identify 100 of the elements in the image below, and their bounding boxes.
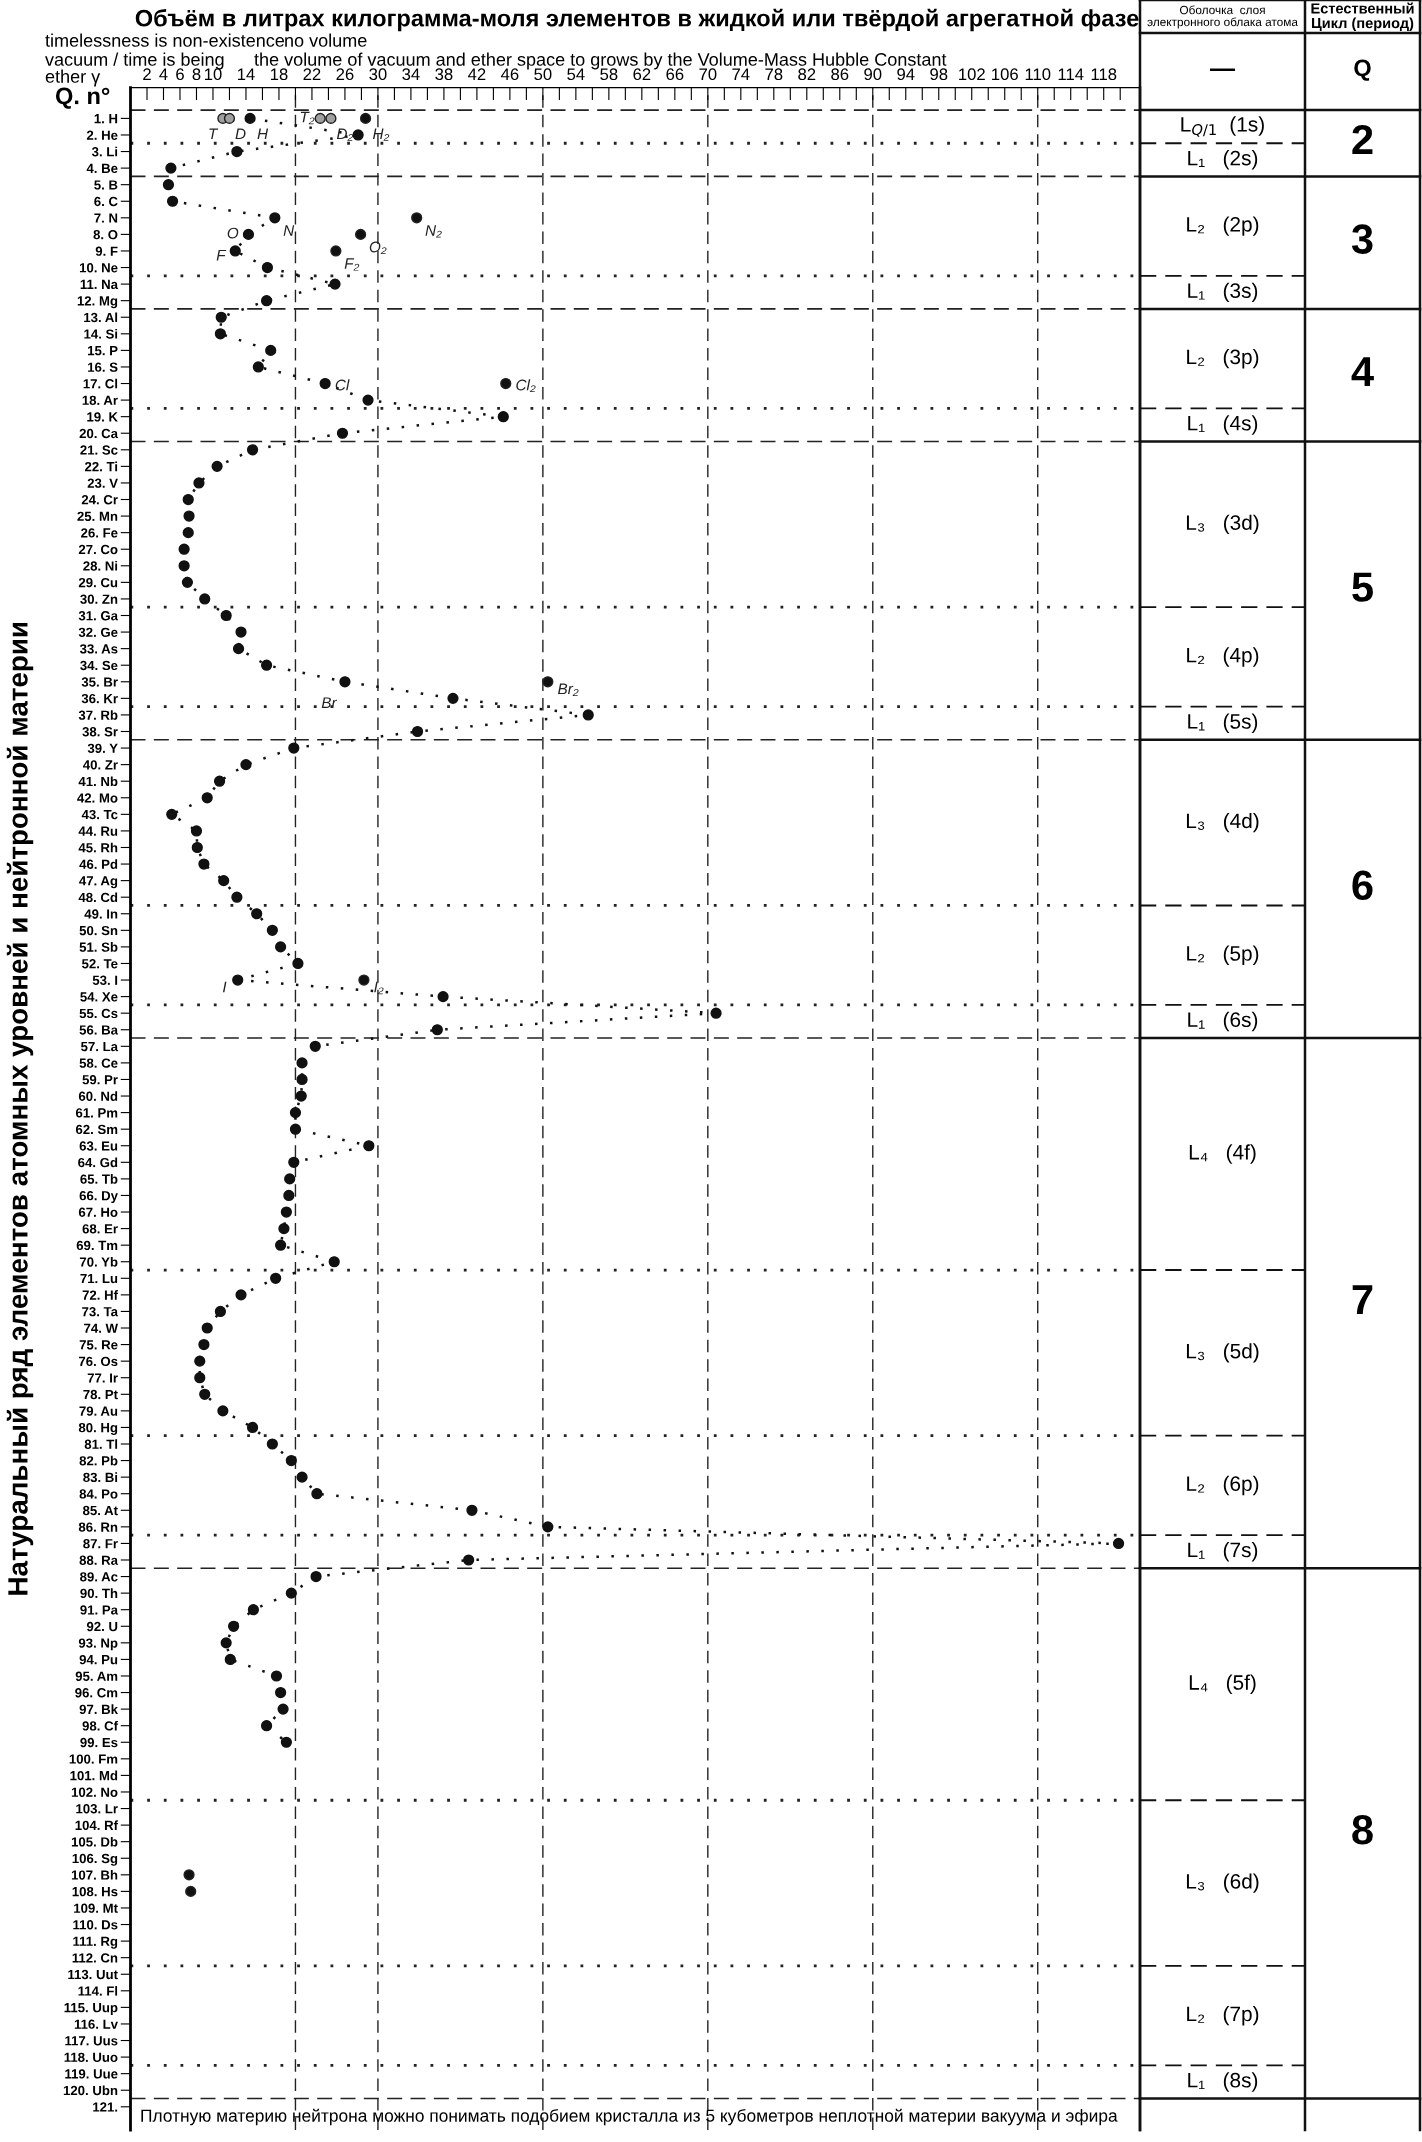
x-tick-label: 62 bbox=[633, 68, 651, 81]
y-tick-label: 86. Rn bbox=[78, 1522, 118, 1532]
annotation: D₂ bbox=[336, 128, 354, 141]
text: no volume bbox=[285, 33, 367, 47]
y-tick-label: 98. Cf bbox=[82, 1720, 119, 1731]
text: L₂ (7p) bbox=[1187, 2005, 1259, 2026]
annotation: F₂ bbox=[344, 258, 360, 271]
y-tick-label: 42. Mo bbox=[77, 793, 118, 803]
text: L₁ (7s) bbox=[1188, 1542, 1258, 1562]
y-tick-label: 77. Ir bbox=[87, 1373, 118, 1383]
point bbox=[185, 1885, 197, 1897]
y-tick-label: 62. Sm bbox=[75, 1124, 118, 1135]
annotation: T bbox=[209, 128, 219, 140]
y-tick-label: 106. Sg bbox=[72, 1853, 118, 1866]
y-tick-label: 3. Li bbox=[91, 146, 118, 157]
y-tick-label: 88. Ra bbox=[79, 1555, 119, 1565]
x-tick-label: 22 bbox=[303, 68, 321, 80]
text: Естественный Цикл (период) bbox=[1311, 2, 1414, 32]
annotation: H₂ bbox=[372, 128, 390, 141]
y-tick-label: 108. Hs bbox=[72, 1886, 118, 1897]
point bbox=[330, 245, 342, 257]
y-tick-label: 52. Te bbox=[81, 959, 118, 969]
y-tick-label: 81. Tl bbox=[84, 1439, 118, 1449]
y-tick-label: 53. I bbox=[92, 975, 118, 985]
y-tick-label: 11. Na bbox=[80, 279, 119, 290]
text: L₂ (3p) bbox=[1187, 348, 1259, 369]
y-tick-label: 79. Au bbox=[79, 1406, 118, 1416]
y-tick-label: 24. Cr bbox=[81, 495, 118, 505]
y-tick-label: 104. Rf bbox=[75, 1820, 119, 1831]
y-tick-label: 83. Bi bbox=[83, 1472, 118, 1483]
annotation: T₂ bbox=[300, 111, 315, 125]
y-tick-label: 74. W bbox=[84, 1323, 118, 1333]
x-tick-label: 82 bbox=[798, 68, 816, 81]
y-tick-label: 120. Ubn bbox=[63, 2085, 118, 2096]
y-tick-label: 60. Nd bbox=[78, 1091, 118, 1101]
y-tick-label: 16. S bbox=[88, 362, 118, 372]
x-tick-label: 34 bbox=[402, 68, 420, 81]
text: timelessness is non-existence bbox=[45, 33, 285, 47]
y-tick-label: 50. Sn bbox=[79, 925, 118, 936]
y-tick-label: 109. Mt bbox=[74, 1903, 118, 1913]
y-tick-label: 97. Bk bbox=[79, 1704, 119, 1715]
chart-title: Объём в литрах килограмма-моля элементов в жидкой или твёрдой агрегатной фазе bbox=[135, 8, 1139, 32]
y-tick-label: 119. Uue bbox=[65, 2069, 118, 2079]
text: L₂ (2p) bbox=[1187, 216, 1259, 236]
point bbox=[542, 676, 554, 688]
y-tick-label: 96. Cm bbox=[75, 1688, 118, 1698]
point bbox=[183, 1869, 195, 1881]
y-tick-label: 40. Zr bbox=[83, 760, 118, 770]
y-tick-label: 43. Tc bbox=[81, 809, 118, 820]
text: L₃ (4d) bbox=[1186, 812, 1259, 833]
y-tick-label: 78. Pt bbox=[83, 1389, 118, 1400]
y-tick-label: 91. Pa bbox=[80, 1605, 119, 1615]
y-tick-label: 102. No bbox=[71, 1787, 118, 1797]
y-tick-label: 71. Lu bbox=[80, 1274, 118, 1284]
y-tick-label: 116. Lv bbox=[74, 2019, 118, 2029]
y-tick-label: 49. In bbox=[84, 909, 118, 919]
annotation: Плотную материю нейтрона можно понимать подобием кристалла из 5 кубометров неплотной материи вакуума и эфира bbox=[141, 2108, 1118, 2126]
text: 4 bbox=[1351, 357, 1374, 387]
y-tick-label: 67. Ho bbox=[78, 1207, 118, 1217]
y-tick-label: 27. Co bbox=[78, 544, 118, 555]
y-tick-label: 1. H bbox=[94, 114, 118, 124]
x-tick-label: 70 bbox=[699, 68, 717, 81]
point bbox=[355, 228, 367, 240]
text: L₂ (5p) bbox=[1187, 945, 1259, 965]
x-tick-label: 50 bbox=[534, 68, 552, 81]
y-tick-label: 2. He bbox=[86, 130, 118, 140]
x-tick-label: 78 bbox=[765, 68, 783, 81]
text: Оболочка слоя электронного облака атома bbox=[1147, 5, 1298, 29]
y-tick-label: 73. Ta bbox=[82, 1307, 119, 1317]
annotation: Cl bbox=[335, 379, 350, 391]
y-tick-label: 87. Fr bbox=[83, 1538, 118, 1549]
y-tick-label: 69. Tm bbox=[76, 1240, 118, 1251]
annotation: H bbox=[257, 128, 269, 140]
y-tick-label: 9. F bbox=[95, 246, 118, 256]
y-tick-label: 26. Fe bbox=[81, 528, 118, 538]
y-tick-label: 63. Eu bbox=[79, 1141, 118, 1151]
x-tick-label: 2 bbox=[143, 68, 151, 80]
y-tick-label: 28. Ni bbox=[83, 561, 118, 571]
text: L₃ (5d) bbox=[1186, 1343, 1259, 1363]
text: L₁ (4s) bbox=[1188, 415, 1258, 435]
y-tick-label: 107. Bh bbox=[71, 1870, 118, 1880]
y-tick-label: 61. Pm bbox=[75, 1108, 118, 1118]
y-tick-label: 30. Zn bbox=[80, 594, 118, 604]
y-tick-label: 99. Es bbox=[80, 1737, 118, 1748]
y-tick-label: 110. Ds bbox=[73, 1920, 118, 1930]
y-tick-label: 31. Ga bbox=[78, 611, 119, 621]
x-tick-label: 98 bbox=[930, 68, 948, 81]
text: L₁ (5s) bbox=[1188, 713, 1258, 733]
y-tick-label: 19. K bbox=[87, 412, 118, 422]
x-tick-label: 86 bbox=[831, 68, 849, 81]
y-tick-label: 34. Se bbox=[80, 660, 118, 671]
y-tick-label: 46. Pd bbox=[79, 859, 118, 869]
y-tick-label: 14. Si bbox=[84, 329, 118, 339]
y-tick-label: 20. Ca bbox=[79, 428, 119, 439]
y-tick-label: 101. Md bbox=[70, 1770, 118, 1781]
text: L₂ (4p) bbox=[1187, 647, 1259, 667]
y-tick-label: 35. Br bbox=[81, 677, 118, 687]
text: Q. n° bbox=[55, 87, 110, 109]
y-tick-label: 22. Ti bbox=[84, 461, 118, 472]
text: 7 bbox=[1352, 1285, 1373, 1314]
